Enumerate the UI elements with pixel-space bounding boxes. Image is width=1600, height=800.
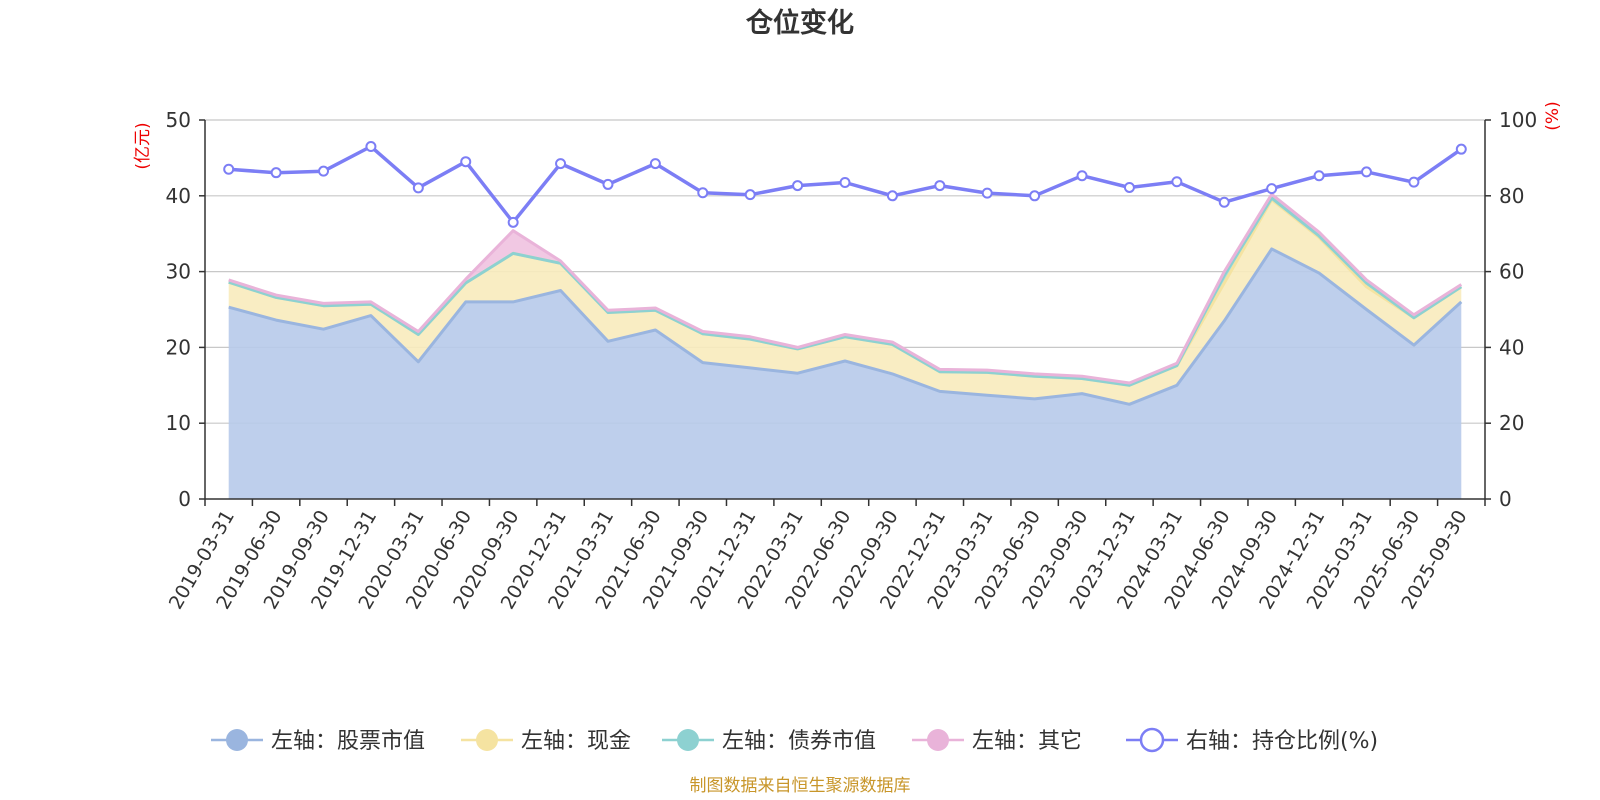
area-edge-0 — [228, 247, 1463, 406]
legend-label: 左轴：现金 — [521, 729, 631, 754]
legend-label: 左轴：股票市值 — [271, 729, 425, 754]
ratio-point[interactable] — [981, 187, 993, 199]
left-tick-label: 50 — [166, 108, 191, 132]
legend-label: 右轴：持仓比例(%) — [1186, 729, 1378, 754]
area-0 — [228, 248, 1462, 499]
ratio-point[interactable] — [318, 165, 330, 177]
ratio-point[interactable] — [697, 187, 709, 199]
right-tick-label: 0 — [1499, 487, 1512, 511]
legend-item[interactable]: 左轴：其它 — [912, 729, 1082, 754]
axes: 0 10 20 30 40 50 0 20 40 60 80 100 — [166, 108, 1538, 511]
left-tick-label: 30 — [166, 260, 191, 284]
stacked-areas — [228, 192, 1463, 499]
x-axis-labels: 2019-03-312019-06-302019-09-302019-12-31… — [165, 506, 1472, 613]
ratio-point[interactable] — [555, 158, 567, 170]
ratio-point[interactable] — [792, 180, 804, 192]
ratio-point[interactable] — [886, 190, 898, 202]
left-tick-label: 0 — [178, 487, 191, 511]
ratio-point[interactable] — [744, 189, 756, 201]
ratio-point[interactable] — [839, 177, 851, 189]
area-edge-3 — [228, 192, 1463, 385]
ratio-point[interactable] — [460, 156, 472, 168]
left-tick-label: 20 — [166, 335, 191, 359]
right-tick-label: 40 — [1499, 335, 1524, 359]
right-tick-label: 20 — [1499, 411, 1524, 435]
ratio-point[interactable] — [1218, 196, 1230, 208]
ratio-point[interactable] — [1029, 190, 1041, 202]
ratio-point[interactable] — [507, 216, 519, 228]
right-tick-label: 60 — [1499, 260, 1524, 284]
area-edge-2 — [228, 196, 1463, 387]
legend-item[interactable]: 左轴：债券市值 — [662, 729, 876, 754]
legend: 左轴：股票市值 左轴：现金 左轴：债券市值 左轴：其它 右轴：持仓比例(%) — [211, 727, 1378, 754]
ratio-point[interactable] — [1455, 143, 1467, 155]
ratio-point[interactable] — [270, 167, 282, 179]
legend-item[interactable]: 左轴：现金 — [461, 729, 631, 754]
left-axis-unit: (亿元) — [133, 122, 153, 169]
ratio-point[interactable] — [1408, 176, 1420, 188]
ratio-point[interactable] — [1076, 170, 1088, 182]
ratio-line-series — [223, 141, 1467, 228]
right-tick-label: 80 — [1499, 184, 1524, 208]
right-tick-label: 100 — [1499, 108, 1537, 132]
ratio-point[interactable] — [1313, 170, 1325, 182]
ratio-point[interactable] — [934, 180, 946, 192]
legend-dot-icon — [927, 729, 949, 751]
chart-title: 仓位变化 — [745, 7, 854, 39]
legend-item[interactable]: 左轴：股票市值 — [211, 729, 425, 754]
legend-item[interactable]: 右轴：持仓比例(%) — [1126, 727, 1378, 754]
source-note: 制图数据来自恒生聚源数据库 — [690, 776, 911, 796]
ratio-point[interactable] — [1360, 166, 1372, 178]
legend-label: 左轴：其它 — [972, 729, 1082, 754]
ratio-point[interactable] — [1123, 181, 1135, 193]
ratio-point[interactable] — [602, 178, 614, 190]
left-tick-label: 10 — [166, 411, 191, 435]
legend-label: 左轴：债券市值 — [722, 729, 876, 754]
ratio-point[interactable] — [223, 163, 235, 175]
legend-dot-icon — [1139, 727, 1165, 753]
ratio-point[interactable] — [365, 141, 377, 153]
legend-dot-icon — [476, 729, 498, 751]
ratio-point[interactable] — [649, 158, 661, 170]
ratio-point[interactable] — [412, 182, 424, 194]
ratio-point[interactable] — [1266, 183, 1278, 195]
right-axis-unit: (%) — [1543, 101, 1563, 130]
legend-dot-icon — [677, 729, 699, 751]
ratio-point[interactable] — [1171, 176, 1183, 188]
legend-dot-icon — [226, 729, 248, 751]
left-tick-label: 40 — [166, 184, 191, 208]
